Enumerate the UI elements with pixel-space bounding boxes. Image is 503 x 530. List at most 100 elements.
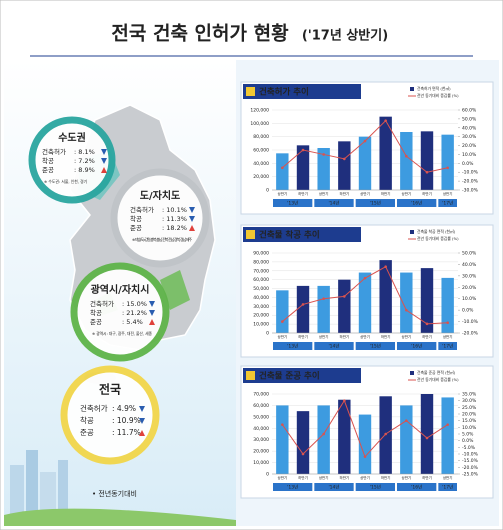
legend-label: 건축물 준공 면적 (천㎡): [417, 370, 456, 375]
bar: [317, 285, 330, 333]
trend-arrow: [189, 225, 195, 231]
x-tick-label: 하반기: [298, 334, 308, 339]
region-row-label: 건축허가: [80, 403, 108, 413]
x-tick-label: 상반기: [401, 475, 411, 480]
y2-tick-label: -20.0%: [462, 179, 479, 185]
year-label: '13년: [287, 343, 298, 350]
page-subtitle: ('17년 상반기): [302, 28, 388, 44]
chart-header: [243, 227, 361, 242]
bar: [358, 272, 372, 333]
region-row-value: : 5.4%: [122, 318, 143, 326]
bar: [296, 145, 310, 190]
bar: [296, 411, 310, 474]
year-label: '13년: [287, 484, 298, 491]
year-band: [314, 342, 354, 350]
bar: [276, 290, 289, 333]
rate-point: [405, 419, 408, 422]
x-tick-label: 상반기: [319, 475, 329, 480]
region-title: 광역시/자치시: [91, 283, 150, 296]
region-row-value: : 10.1%: [162, 206, 187, 214]
footnote: • 전년동기대비: [92, 489, 137, 498]
y-tick-label: 60,000: [253, 403, 269, 409]
y2-tick-label: 10.0%: [462, 425, 477, 431]
region-title: 전국: [99, 382, 121, 397]
region-badge: [70, 262, 170, 362]
y2-tick-label: -25.0%: [462, 472, 479, 478]
region-row-value: : 8.9%: [74, 166, 95, 174]
y-tick-label: 70,000: [253, 268, 269, 274]
y-tick-label: 30,000: [253, 304, 269, 310]
region-row-label: 건축허가: [90, 299, 114, 308]
bar: [338, 399, 351, 474]
region-row-label: 건축허가: [42, 147, 66, 156]
y-tick-label: 10,000: [253, 322, 269, 328]
rate-point: [446, 321, 449, 325]
year-label: '15년: [370, 343, 381, 350]
y-tick-label: 80,000: [253, 259, 269, 265]
rate-point: [363, 455, 367, 458]
building: [40, 472, 56, 515]
bar: [296, 285, 310, 333]
bar: [400, 132, 413, 190]
x-tick-label: 상반기: [277, 191, 287, 196]
year-band: [314, 199, 354, 207]
year-label: '14년: [328, 200, 339, 207]
bar: [276, 153, 289, 190]
y-tick-label: 20,000: [253, 174, 269, 180]
y2-tick-label: -20.0%: [462, 465, 479, 471]
page-title: 전국 건축 인허가 현황: [111, 22, 289, 45]
trend-arrow: [139, 430, 145, 436]
rate-point: [343, 399, 346, 402]
region-row-label: 착공: [80, 416, 94, 425]
region-title: 도/자치도: [140, 189, 180, 202]
region-row-value: : 11.3%: [162, 215, 187, 223]
rate-point: [322, 297, 325, 301]
year-band: [273, 199, 313, 207]
region-row-label: 착공: [90, 309, 102, 317]
year-band: [355, 342, 395, 350]
year-label: '16년: [411, 343, 422, 350]
year-band: [314, 483, 354, 491]
region-row-label: 착공: [42, 157, 54, 165]
x-tick-label: 상반기: [401, 191, 411, 196]
y2-tick-label: 60.0%: [462, 108, 477, 114]
legend-label: 건축물 착공 면적 (천㎡): [417, 229, 456, 234]
legend-label: 전년 동기대비 증감률 (%): [417, 377, 459, 382]
y-tick-label: 100,000: [250, 121, 269, 127]
region-row-label: 준공: [130, 224, 142, 232]
region-title: 수도권: [58, 132, 86, 144]
y2-tick-label: 15.0%: [462, 418, 477, 424]
region-row-value: : 10.9%: [112, 416, 141, 425]
region-row-label: 착공: [130, 215, 142, 223]
y-tick-label: 40,000: [253, 161, 269, 167]
bar: [358, 136, 372, 190]
bar: [441, 277, 454, 333]
bar: [400, 405, 413, 474]
y2-tick-label: -10.0%: [462, 170, 479, 176]
x-tick-label: 상반기: [277, 475, 287, 480]
rate-point: [343, 295, 346, 298]
rate-point: [384, 265, 387, 269]
year-label: '17년: [442, 343, 453, 350]
y2-tick-label: 50.0%: [462, 116, 477, 122]
region-row-value: : 4.9%: [112, 404, 136, 413]
y2-tick-label: 0.0%: [462, 161, 474, 167]
rate-point: [425, 170, 429, 174]
bar: [420, 268, 434, 333]
trend-arrow: [149, 301, 155, 307]
building: [26, 450, 38, 515]
x-tick-label: 하반기: [422, 191, 432, 196]
trend-arrow: [149, 319, 155, 325]
y-tick-label: 60,000: [253, 277, 269, 283]
building: [10, 465, 24, 515]
y-tick-label: 50,000: [253, 286, 269, 292]
x-tick-label: 하반기: [381, 475, 391, 480]
rate-point: [446, 423, 449, 426]
y2-tick-label: 10.0%: [462, 296, 477, 302]
header-icon: [246, 230, 255, 239]
rate-point: [425, 322, 429, 326]
x-tick-label: 하반기: [339, 334, 349, 339]
x-tick-label: 하반기: [422, 475, 432, 480]
chart-title: 건축물 착공 추이: [259, 230, 320, 241]
y2-tick-label: 0.0%: [462, 308, 474, 314]
